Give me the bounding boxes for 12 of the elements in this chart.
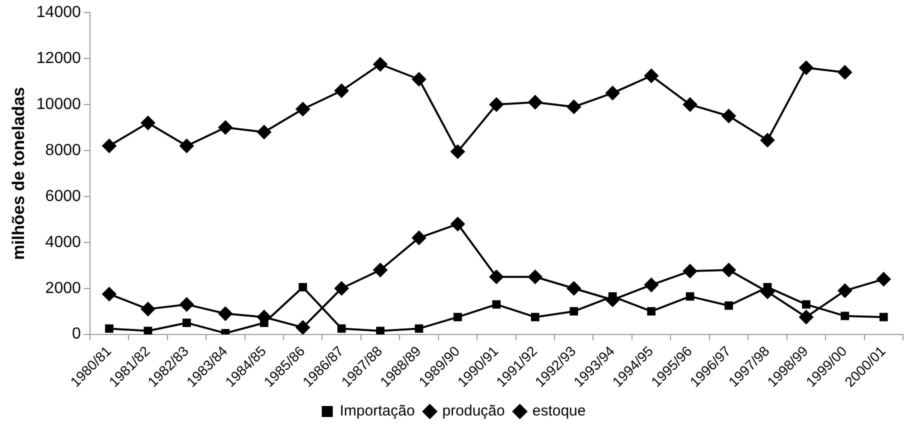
legend-label: estoque	[532, 402, 586, 420]
y-tick-label: 2000	[45, 280, 81, 297]
legend-label: produção	[442, 402, 505, 420]
y-tick-label: 4000	[45, 234, 81, 251]
y-tick-label: 6000	[45, 188, 81, 205]
y-tick-label: 0	[72, 326, 81, 343]
y-axis-title: milhões de toneladas	[8, 87, 28, 260]
y-tick-label: 14000	[36, 4, 81, 22]
y-tick-label: 10000	[36, 96, 81, 113]
legend-label: Importação	[340, 402, 415, 420]
y-tick-label: 12000	[36, 50, 81, 67]
y-tick-label: 8000	[45, 142, 81, 159]
